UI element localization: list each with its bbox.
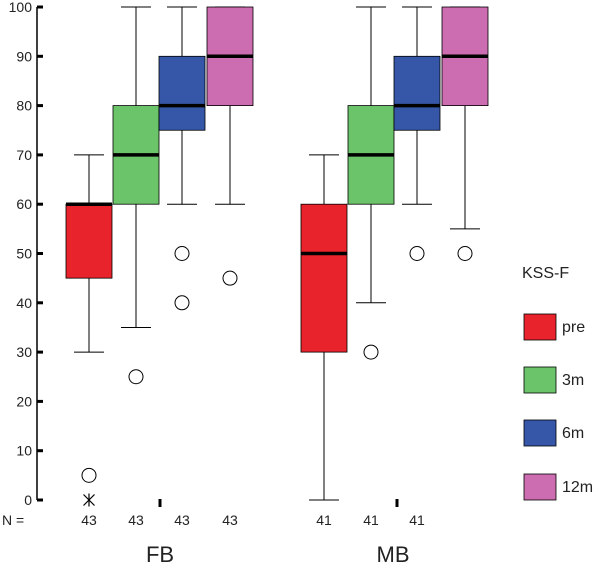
y-tick-label: 90 (16, 48, 32, 64)
y-tick-label: 100 (9, 0, 33, 15)
y-tick-label: 20 (16, 393, 32, 409)
legend: KSS-F pre 3m 6m 12m (522, 265, 593, 501)
y-tick-label: 0 (24, 492, 32, 508)
y-tick-label: 30 (16, 344, 32, 360)
box-mb-pre (300, 154, 348, 501)
legend-swatch (523, 313, 557, 341)
sample-size-row: N = 43 43 43 43 41 41 41 (2, 499, 425, 528)
legend-title: KSS-F (522, 265, 569, 282)
legend-swatch (523, 473, 557, 501)
box-iqr (158, 55, 206, 131)
box-mb-12m (441, 6, 489, 261)
legend-label: 6m (562, 425, 584, 442)
box-mb-3m (347, 6, 395, 360)
n-label: 43 (81, 512, 97, 528)
plot-area (65, 6, 489, 507)
legend-item-pre: pre (523, 313, 585, 341)
n-label: 41 (363, 512, 379, 528)
outlier-point (363, 344, 379, 360)
extreme-point (83, 493, 95, 507)
outlier-point (81, 467, 97, 483)
outlier-point (222, 270, 238, 286)
box-mb-6m (393, 6, 441, 261)
group-labels: FB MB (146, 542, 410, 564)
legend-label: pre (562, 319, 585, 336)
box-iqr (65, 203, 113, 279)
box-fb-pre (65, 154, 113, 507)
legend-item-6m: 6m (523, 419, 584, 447)
box-group-fb (65, 6, 254, 507)
group-label: FB (146, 542, 174, 564)
legend-label: 12m (562, 479, 593, 496)
n-label: 43 (128, 512, 144, 528)
n-label: 41 (316, 512, 332, 528)
outlier-point (128, 369, 144, 385)
box-fb-6m (158, 6, 206, 311)
outlier-point (457, 246, 473, 261)
box-iqr (393, 55, 441, 131)
outlier-point (409, 246, 425, 261)
legend-item-3m: 3m (523, 366, 584, 394)
y-tick-label: 80 (16, 98, 32, 114)
box-iqr (300, 203, 348, 353)
legend-swatch (523, 366, 557, 394)
legend-item-12m: 12m (523, 473, 593, 501)
legend-swatch (523, 419, 557, 447)
n-label: 43 (174, 512, 190, 528)
box-group-mb (300, 6, 489, 501)
outlier-point (174, 246, 190, 261)
y-tick-label: 50 (16, 246, 32, 262)
n-label: 41 (409, 512, 425, 528)
y-axis: 0 10 20 30 40 50 60 70 80 90 100 (9, 0, 43, 508)
box-fb-3m (112, 6, 160, 385)
y-tick-label: 10 (16, 443, 32, 459)
outlier-point (174, 295, 190, 311)
n-prefix: N = (2, 512, 24, 528)
group-label: MB (377, 542, 410, 564)
box-fb-12m (206, 6, 254, 286)
y-tick-label: 70 (16, 147, 32, 163)
y-tick-label: 60 (16, 196, 32, 212)
y-tick-label: 40 (16, 295, 32, 311)
legend-label: 3m (562, 372, 584, 389)
n-label: 43 (222, 512, 238, 528)
